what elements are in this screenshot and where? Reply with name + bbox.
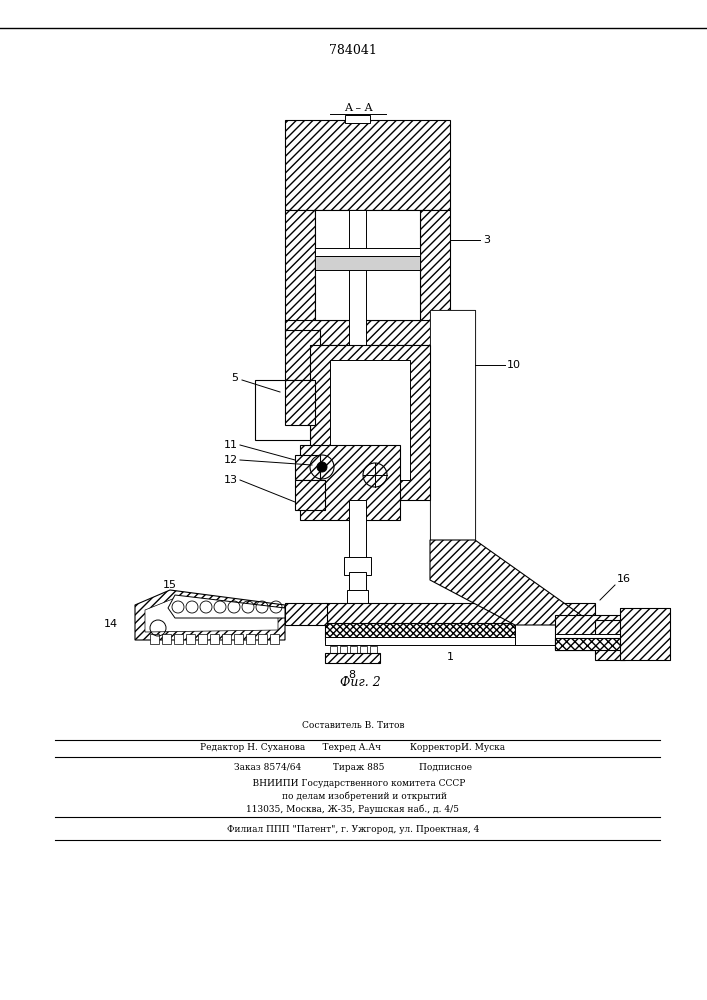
Text: 14: 14 [104, 619, 118, 629]
Bar [285, 120, 450, 210]
Bar [198, 634, 207, 644]
Bar [345, 115, 370, 123]
Bar [258, 634, 267, 644]
Bar [330, 360, 410, 480]
Bar [315, 210, 420, 320]
Text: 5: 5 [231, 373, 238, 383]
Bar [347, 590, 368, 605]
Bar [310, 345, 430, 500]
Text: Редактор Н. Суханова      Техред А.Ач          КорректорИ. Муска: Редактор Н. Суханова Техред А.Ач Коррект… [201, 744, 506, 752]
Text: 1: 1 [447, 652, 453, 662]
Bar [325, 623, 515, 640]
Bar [285, 210, 315, 330]
Circle shape [317, 462, 327, 472]
Bar [349, 572, 366, 592]
Bar [222, 634, 231, 644]
Bar [315, 256, 420, 270]
Bar [285, 320, 450, 345]
Bar [285, 330, 320, 420]
Text: A – A: A – A [344, 103, 373, 113]
Bar [430, 310, 475, 540]
Bar [360, 646, 367, 658]
Bar [515, 623, 595, 645]
Bar [330, 646, 337, 658]
Bar [255, 380, 310, 440]
Bar [325, 637, 515, 645]
Bar [295, 480, 325, 510]
Text: 16: 16 [617, 574, 631, 584]
Bar [186, 634, 195, 644]
Bar [555, 634, 625, 644]
Polygon shape [145, 598, 278, 632]
Text: 13: 13 [224, 475, 238, 485]
Text: Филиал ППП "Патент", г. Ужгород, ул. Проектная, 4: Филиал ППП "Патент", г. Ужгород, ул. Про… [227, 826, 479, 834]
Text: по делам изобретений и открытий: по делам изобретений и открытий [259, 791, 447, 801]
Bar [300, 445, 400, 520]
Text: 12: 12 [224, 455, 238, 465]
Bar [555, 638, 645, 650]
Bar [350, 646, 357, 658]
Bar [162, 634, 171, 644]
Bar [295, 455, 320, 480]
Bar [246, 634, 255, 644]
Bar [370, 646, 377, 658]
Bar [285, 380, 315, 425]
Text: 3: 3 [483, 235, 490, 245]
Text: Заказ 8574/64           Тираж 885            Подписное: Заказ 8574/64 Тираж 885 Подписное [234, 764, 472, 772]
Bar [234, 634, 243, 644]
Text: 8: 8 [349, 670, 356, 680]
Bar [430, 310, 475, 540]
Text: Составитель В. Титов: Составитель В. Титов [302, 720, 404, 730]
Text: Фиг. 2: Фиг. 2 [339, 676, 380, 688]
Text: 10: 10 [507, 360, 521, 370]
Text: 11: 11 [224, 440, 238, 450]
Bar [325, 653, 380, 663]
Bar [340, 646, 347, 658]
Bar [555, 615, 625, 650]
Bar [210, 634, 219, 644]
Text: 784041: 784041 [329, 43, 377, 56]
Bar [285, 603, 327, 625]
Bar [620, 608, 670, 660]
Bar [349, 210, 366, 400]
Bar [325, 603, 515, 625]
Bar [515, 603, 595, 625]
Bar [420, 210, 450, 330]
Bar [150, 634, 159, 644]
Polygon shape [430, 540, 595, 625]
Text: 15: 15 [163, 580, 177, 590]
Text: 113035, Москва, Ж-35, Раушская наб., д. 4/5: 113035, Москва, Ж-35, Раушская наб., д. … [247, 804, 460, 814]
Bar [595, 620, 625, 660]
Bar [344, 557, 371, 575]
Polygon shape [135, 590, 285, 640]
Polygon shape [168, 595, 285, 618]
Bar [315, 248, 420, 256]
Bar [620, 608, 670, 660]
Bar [270, 634, 279, 644]
Bar [349, 500, 366, 560]
Text: ВНИИПИ Государственного комитета СССР: ВНИИПИ Государственного комитета СССР [241, 778, 465, 788]
Bar [174, 634, 183, 644]
